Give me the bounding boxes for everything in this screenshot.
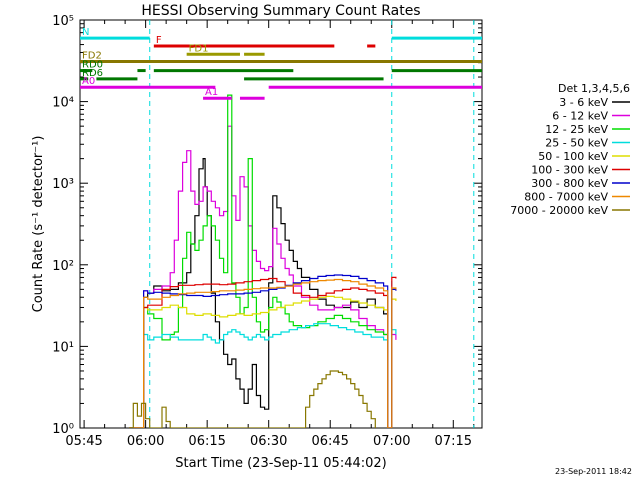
series-line-1 [129, 125, 397, 428]
legend-entry-label: 300 - 800 keV [531, 177, 608, 190]
y-tick-label: 10⁰ [52, 422, 74, 437]
legend-entry-label: 3 - 6 keV [559, 96, 608, 109]
x-tick-label: 07:15 [435, 434, 472, 449]
series-line-4 [129, 295, 397, 428]
legend-entry-label: 50 - 100 keV [538, 150, 608, 163]
legend-entry-label: 25 - 50 keV [545, 137, 608, 150]
generation-timestamp: 23-Sep-2011 18:42 [555, 467, 632, 476]
x-tick-label: 06:15 [188, 434, 225, 449]
legend-entry-label: 6 - 12 keV [552, 110, 608, 123]
x-tick-label: 05:45 [65, 434, 102, 449]
y-tick-label: 10² [52, 259, 74, 274]
y-tick-label: 10¹ [52, 340, 74, 355]
legend-entry-label: 7000 - 20000 keV [510, 204, 608, 217]
y-tick-label: 10⁴ [52, 96, 74, 111]
series-line-8 [129, 370, 376, 428]
flag-label-fd1: FD1 [189, 43, 209, 54]
legend-entry-label: 800 - 7000 keV [524, 191, 608, 204]
flag-label-a1: A1 [205, 87, 218, 98]
flag-label-a0: A0 [82, 76, 95, 87]
y-tick-label: 10⁵ [52, 14, 74, 29]
legend-entry-label: 12 - 25 keV [545, 123, 608, 136]
series-line-3 [129, 323, 397, 428]
flag-label-n: N [82, 27, 89, 38]
flag-label-f: F [156, 35, 162, 46]
x-tick-label: 06:00 [127, 434, 164, 449]
series-line-0 [129, 158, 389, 428]
series-line-7 [129, 278, 397, 428]
legend-entry-label: 100 - 300 keV [531, 164, 608, 177]
flag-label-rd0: RD0 [82, 60, 103, 71]
x-tick-label: 06:30 [250, 434, 287, 449]
legend-title: Det 1,3,4,5,6 [558, 82, 630, 95]
series-line-6 [129, 274, 397, 428]
series-line-5 [129, 276, 397, 428]
x-tick-label: 06:45 [311, 434, 348, 449]
y-axis-label: Count Rate (s⁻¹ detector⁻¹) [31, 136, 46, 313]
x-axis-label: Start Time (23-Sep-11 05:44:02) [175, 456, 386, 471]
y-tick-label: 10³ [52, 177, 74, 192]
flag-label-rd6: RD6 [82, 68, 103, 79]
chart-title: HESSI Observing Summary Count Rates [141, 3, 420, 19]
x-tick-label: 07:00 [373, 434, 410, 449]
flag-label-fd2: FD2 [82, 51, 102, 62]
